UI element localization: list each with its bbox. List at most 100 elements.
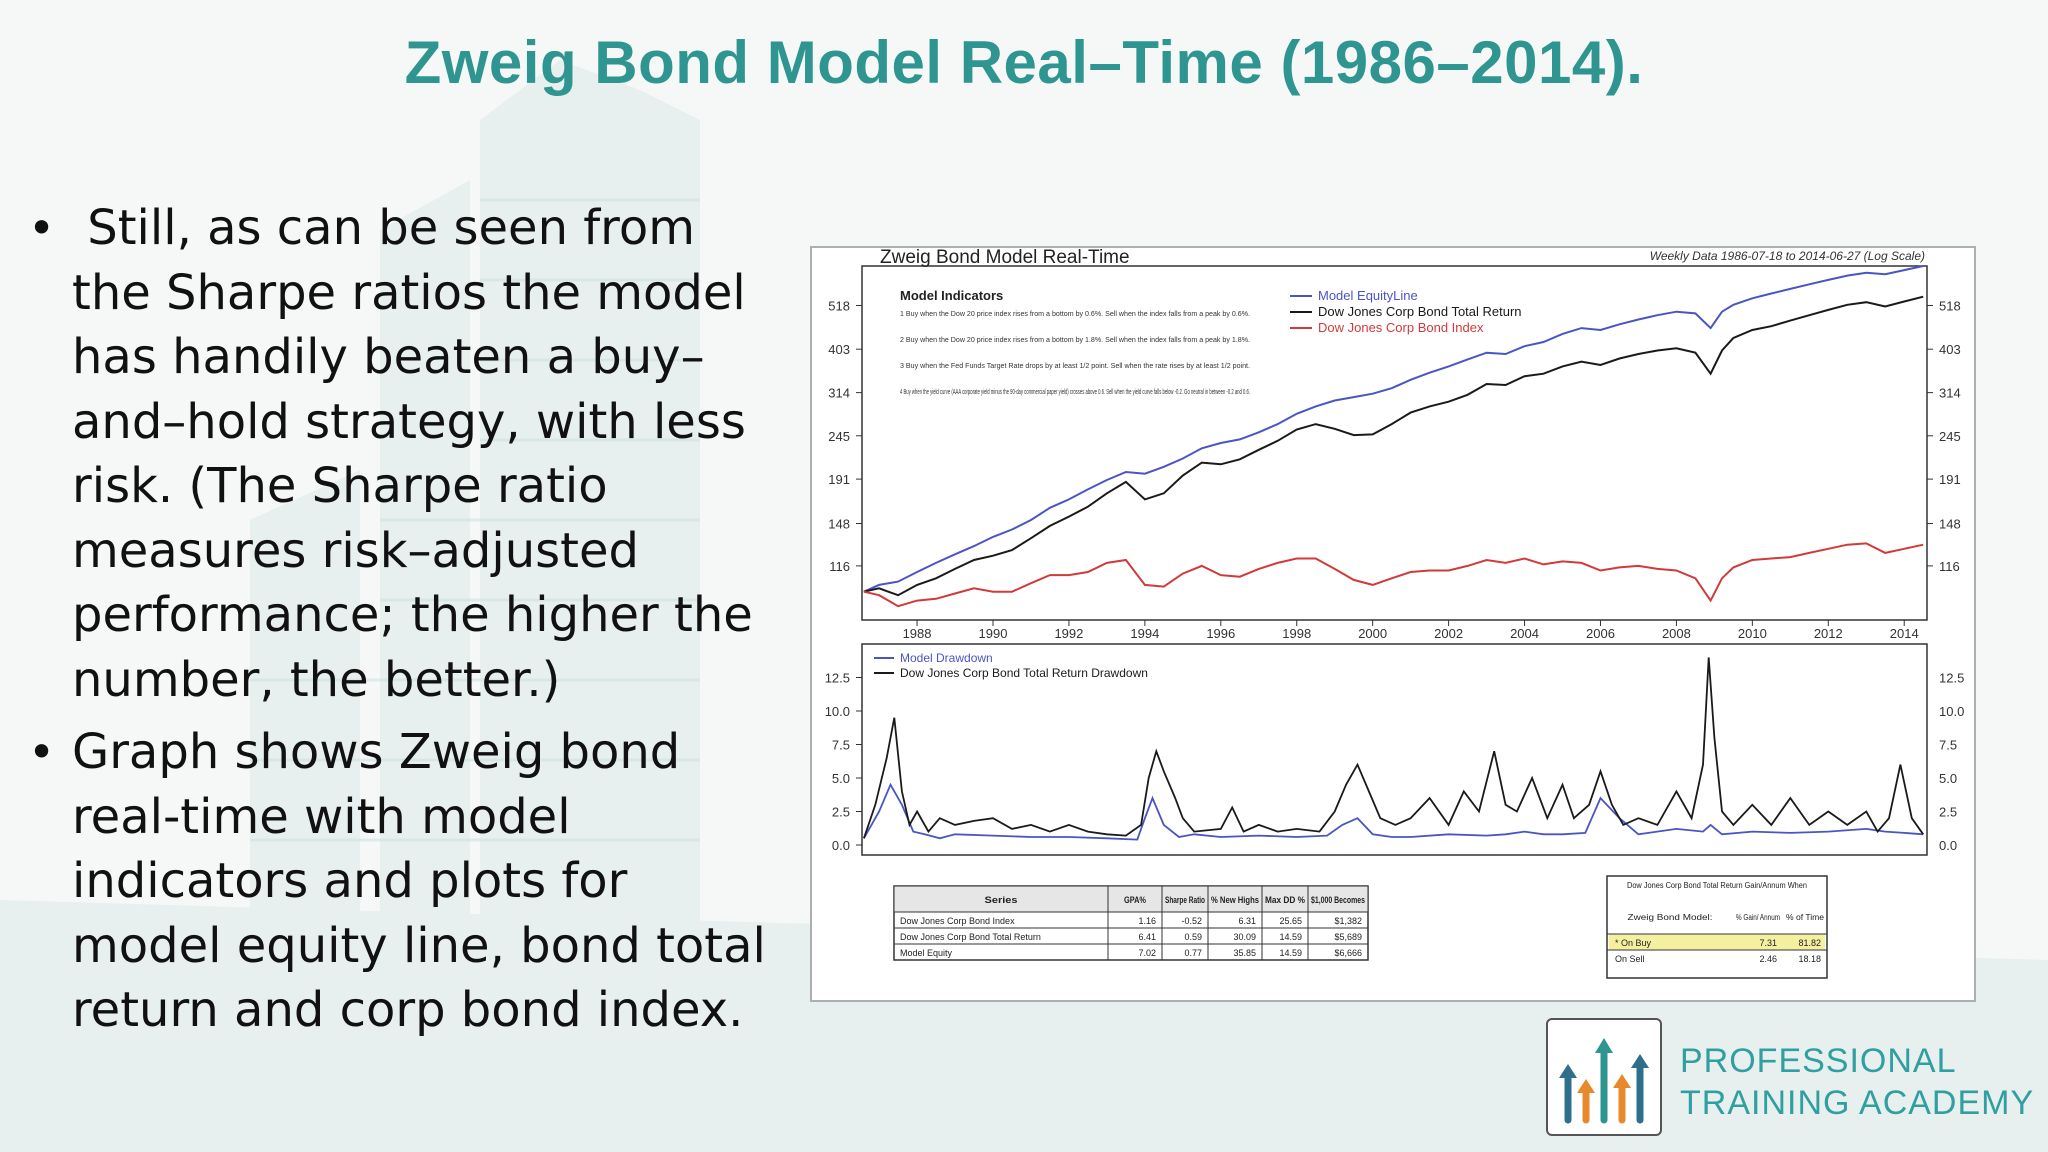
legend-label: Dow Jones Corp Bond Index	[1318, 320, 1484, 335]
stats-table-cell: 14.59	[1279, 932, 1302, 942]
bullet-item: • Graph shows Zweig bond real-time with …	[28, 720, 788, 1043]
academy-name-line1: PROFESSIONAL	[1680, 1042, 1957, 1080]
stats-table-cell: 6.31	[1238, 916, 1256, 926]
stats-table-header: Sharpe Ratio	[1165, 895, 1205, 905]
dd-y-tick-label-right: 2.5	[1939, 805, 1957, 820]
stats-table-cell: -0.52	[1181, 916, 1202, 926]
x-tick-label: 2012	[1814, 626, 1843, 641]
dd-y-tick-label-left: 7.5	[832, 738, 850, 753]
dd-y-tick-label-right: 0.0	[1939, 838, 1957, 853]
dd-y-tick-label-left: 12.5	[825, 671, 850, 686]
bullet-text: Still, as can be seen from the Sharpe ra…	[72, 200, 769, 708]
chart-image: Zweig Bond Model Real-Time Weekly Data 19…	[810, 246, 1976, 1002]
bullet-item: • Still, as can be seen from the Sharpe …	[28, 196, 788, 712]
gain-table-title: Dow Jones Corp Bond Total Return Gain/An…	[1627, 881, 1807, 890]
stats-table-cell: $5,689	[1334, 932, 1362, 942]
indicator-text: 1 Buy when the Dow 20 price index rises …	[900, 311, 1250, 318]
gain-table-header: % Gain/ Annum	[1736, 913, 1780, 922]
y-tick-label-left: 518	[828, 299, 850, 314]
dd-y-tick-label-left: 10.0	[825, 704, 850, 719]
dd-y-tick-label-left: 0.0	[832, 838, 850, 853]
dd-y-tick-label-right: 12.5	[1939, 671, 1964, 686]
bullet-text: Graph shows Zweig bond real-time with mo…	[72, 724, 766, 1038]
x-tick-label: 1990	[979, 626, 1008, 641]
indicator-text: 2 Buy when the Dow 20 price index rises …	[900, 337, 1250, 344]
y-tick-label-left: 403	[828, 342, 850, 357]
chart-subtitle: Weekly Data 1986-07-18 to 2014-06-27 (Lo…	[1650, 249, 1925, 263]
x-tick-label: 2010	[1738, 626, 1767, 641]
gain-table-cell: 2.46	[1759, 954, 1777, 964]
stats-table-cell: $1,382	[1334, 916, 1362, 926]
x-tick-label: 2000	[1358, 626, 1387, 641]
x-tick-label: 2008	[1662, 626, 1691, 641]
gain-table-cell: On Sell	[1615, 954, 1645, 964]
y-tick-label-left: 245	[828, 429, 850, 444]
legend-label: Model EquityLine	[1318, 288, 1418, 303]
gain-table-cell: 18.18	[1798, 954, 1821, 964]
y-tick-label-left: 314	[828, 386, 850, 401]
stats-table-header: % New Highs	[1211, 895, 1259, 905]
chart-title: Zweig Bond Model Real-Time	[880, 248, 1130, 268]
y-tick-label-left: 191	[828, 472, 850, 487]
y-tick-label-right: 314	[1939, 386, 1961, 401]
y-tick-label-right: 148	[1939, 516, 1961, 531]
y-tick-label-right: 191	[1939, 472, 1961, 487]
bullet-list: • Still, as can be seen from the Sharpe …	[28, 196, 788, 1051]
x-tick-label: 1996	[1206, 626, 1235, 641]
drawdown-line-2	[863, 657, 1924, 839]
slide-title: Zweig Bond Model Real–Time (1986–2014).	[404, 29, 1644, 96]
stats-table-header: GPA%	[1124, 895, 1146, 905]
chart-plot-area	[861, 265, 1928, 621]
gain-table-cell: * On Buy	[1615, 938, 1652, 948]
chart-svg: Zweig Bond Model Real-Time Weekly Data 19…	[825, 248, 1964, 979]
gain-table-cell: 7.31	[1759, 938, 1777, 948]
dd-y-tick-label-right: 7.5	[1939, 738, 1957, 753]
stats-table-header: Max DD %	[1265, 895, 1305, 905]
stats-table-cell: Model Equity	[900, 948, 953, 958]
y-tick-label-left: 116	[829, 559, 850, 574]
y-tick-label-right: 403	[1939, 342, 1961, 357]
stats-table-cell: Dow Jones Corp Bond Total Return	[900, 932, 1041, 942]
stats-table-cell: 0.59	[1184, 932, 1202, 942]
dd-legend-label: Model Drawdown	[900, 651, 993, 665]
dd-legend-label: Dow Jones Corp Bond Total Return Drawdow…	[900, 666, 1148, 680]
x-tick-label: 2002	[1434, 626, 1463, 641]
indicator-text: 4 Buy when the yield curve (AAA corporat…	[900, 389, 1250, 396]
gain-table-cell: 81.82	[1798, 938, 1821, 948]
x-tick-label: 1988	[903, 626, 932, 641]
bullet-symbol: •	[28, 725, 56, 779]
dd-y-tick-label-left: 5.0	[832, 771, 850, 786]
dd-y-tick-label-right: 10.0	[1939, 704, 1964, 719]
dd-y-tick-label-right: 5.0	[1939, 771, 1957, 786]
stats-table-cell: 7.02	[1138, 948, 1156, 958]
gain-table-highlight	[1609, 934, 1825, 950]
dd-y-tick-label-left: 2.5	[832, 805, 850, 820]
x-tick-label: 2006	[1586, 626, 1615, 641]
x-tick-label: 1994	[1130, 626, 1159, 641]
series-line-1	[863, 265, 1924, 593]
stats-table-cell: 35.85	[1233, 948, 1256, 958]
y-tick-label-right: 116	[1939, 559, 1960, 574]
gain-table-header: % of Time	[1786, 913, 1825, 922]
academy-name: PROFESSIONAL TRAINING ACADEMY	[1680, 1040, 2034, 1124]
x-tick-label: 1992	[1054, 626, 1083, 641]
gain-table-header: Zweig Bond Model:	[1628, 913, 1713, 922]
stats-table-cell: 14.59	[1279, 948, 1302, 958]
stats-table-cell: 6.41	[1138, 932, 1156, 942]
stats-table-cell: 1.16	[1138, 916, 1156, 926]
stats-table-cell: 25.65	[1279, 916, 1302, 926]
stats-table-header: Series	[985, 895, 1018, 905]
series-line-2	[863, 295, 1924, 597]
stats-table-cell: $6,666	[1334, 948, 1362, 958]
bullet-symbol: •	[28, 201, 56, 255]
series-line-3	[863, 542, 1924, 608]
stats-table-header-bg	[893, 885, 1369, 913]
gain-table	[1606, 875, 1828, 979]
x-tick-label: 1998	[1282, 626, 1311, 641]
indicators-heading: Model Indicators	[900, 288, 1003, 303]
x-tick-label: 2004	[1510, 626, 1539, 641]
arrows-logo-icon	[1559, 1038, 1649, 1124]
drawdown-line-1	[863, 782, 1924, 841]
legend-label: Dow Jones Corp Bond Total Return	[1318, 304, 1522, 319]
indicator-text: 3 Buy when the Fed Funds Target Rate dro…	[900, 363, 1250, 370]
